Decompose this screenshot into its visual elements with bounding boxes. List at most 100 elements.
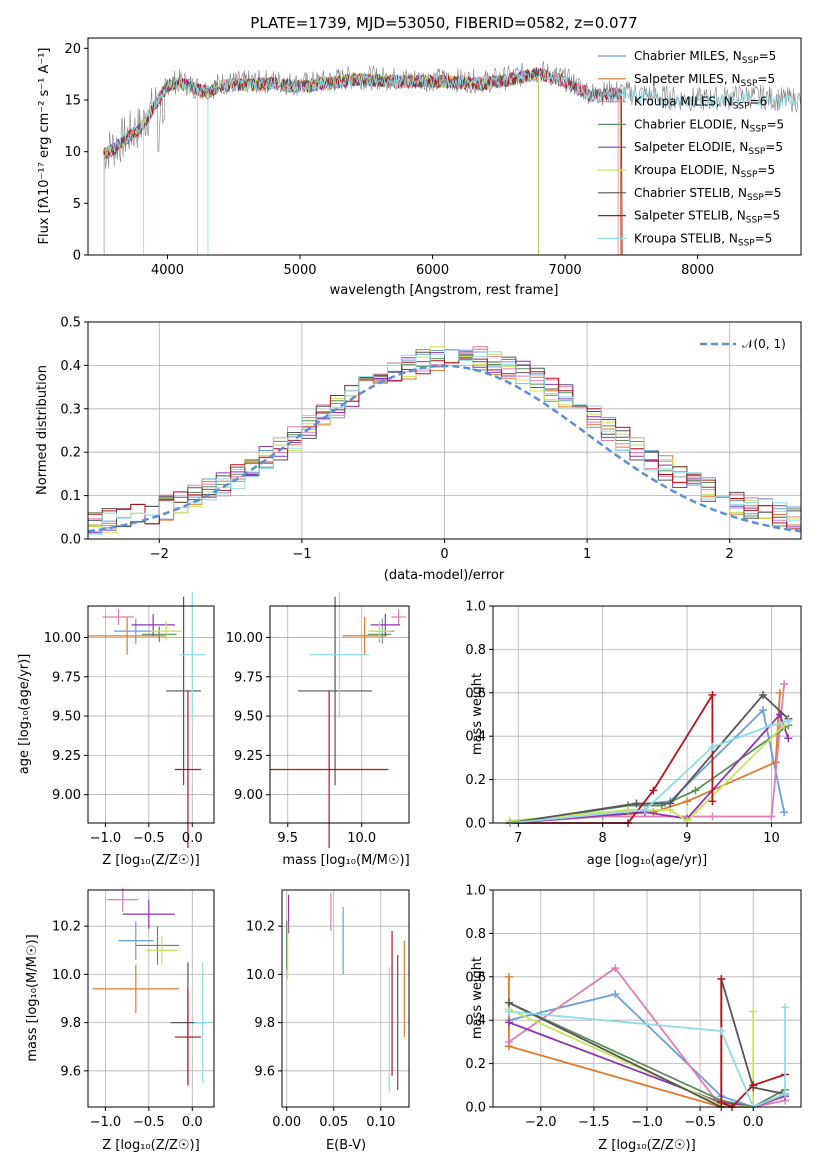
weight-marker (708, 812, 717, 821)
y-tick-label: 9.25 (52, 749, 81, 764)
legend-label: Salpeter STELIB, NSSP=5 (634, 209, 780, 226)
age-vs-z-axes-frame (87, 605, 215, 824)
age-vs-mass-x-label: mass [log₁₀(M/M☉)] (282, 853, 409, 868)
y-tick-label: 0.3 (60, 402, 81, 417)
y-tick-label: 0.4 (465, 1014, 486, 1029)
errorbar-point-chabrier-miles (114, 618, 158, 644)
age-vs-z-x-label: Z [log₁₀(Z/Z☉)] (102, 853, 199, 868)
mass-vs-ebv-x-label: E(B-V) (326, 1138, 366, 1153)
weight-vs-z-panel: −2.0 −1.5 −1.0 −0.5 0.0 0.0 0.2 0.4 0.6 0.8 1.0 Z … (465, 884, 802, 1153)
weight-line-kroupa-elodie (508, 1008, 755, 1108)
errorbar-point-chabrier-miles (118, 921, 154, 960)
weight-marker (624, 805, 633, 814)
legend-label: Salpeter MILES, NSSP=5 (634, 72, 775, 89)
weight-marker (780, 680, 789, 689)
weight-marker (504, 1007, 513, 1016)
y-tick-label: 9.50 (52, 710, 81, 725)
errorbar-point-salpeter-elodie (370, 613, 401, 636)
weight-vs-age-panel: 7 8 9 10 0.0 0.2 0.4 0.6 0.8 1.0 age [log₁₀(age/y… (465, 600, 802, 868)
legend-label: Chabrier ELODIE, NSSP=5 (634, 117, 784, 134)
mass-vs-z-axes-frame (87, 889, 215, 1108)
weight-marker (708, 797, 717, 806)
errorbar-point-kroupa-stelib (309, 591, 370, 718)
model-spectrum-kroupa-stelib (103, 69, 801, 255)
x-tick-label: −1.0 (90, 831, 122, 846)
x-tick-label: 5000 (283, 263, 316, 278)
spectrum-x-ticks: 4000 5000 6000 7000 8000 (151, 255, 714, 278)
y-tick-label: 0.4 (60, 359, 81, 374)
errorbar-point-chabrier-elodie (135, 926, 180, 965)
weight-marker (767, 721, 776, 730)
weight-marker (708, 743, 717, 752)
weight-marker (780, 808, 789, 817)
mass-vs-z-panel: −1.0 −0.5 0.0 9.6 9.8 10.0 10.2 Z [log₁₀(Z/Z☉)… (25, 887, 215, 1153)
x-tick-label: 2 (726, 547, 734, 562)
y-tick-label: 0.6 (465, 686, 486, 701)
y-tick-label: 1.0 (465, 600, 486, 615)
errorbar-point-kroupa-elodie (150, 621, 182, 641)
weight-marker (640, 805, 649, 814)
age-vs-mass-panel: 9.5 10.0 9.00 9.25 9.50 9.75 10.00 mass [log₁₀… (226, 591, 410, 868)
mass-vs-ebv-panel: 0.00 0.05 0.10 9.6 9.8 10.0 10.2 E(B-V) (246, 889, 410, 1153)
y-tick-label: 9.25 (234, 749, 263, 764)
y-tick-label: 0.8 (465, 643, 486, 658)
x-tick-label: −0.5 (684, 1115, 716, 1130)
y-tick-label: 0.2 (465, 1057, 486, 1072)
weight-marker (717, 1098, 726, 1107)
weight-vs-age-x-label: age [log₁₀(age/yr)] (587, 853, 708, 868)
y-tick-label: 0.2 (60, 446, 81, 461)
y-tick-label: 9.00 (52, 788, 81, 803)
x-tick-label: 10 (763, 831, 780, 846)
x-tick-label: 0.0 (743, 1115, 764, 1130)
errorbar-point-salpeter-elodie (122, 899, 175, 929)
residual-x-label: (data-model)/error (384, 568, 505, 583)
y-tick-label: 20 (64, 42, 81, 57)
y-tick-label: 1.0 (465, 884, 486, 899)
y-tick-label: 0.4 (465, 730, 486, 745)
y-tick-label: 9.6 (254, 1064, 275, 1079)
weight-marker (759, 690, 768, 699)
x-tick-label: 0 (440, 547, 448, 562)
x-tick-label: −2.0 (525, 1115, 557, 1130)
x-tick-label: −0.5 (133, 1115, 165, 1130)
x-tick-label: 10.0 (347, 831, 376, 846)
weight-marker (759, 706, 768, 715)
weight-marker (717, 1027, 726, 1036)
age-vs-mass-axes-frame (269, 605, 410, 824)
spectrum-legend: Chabrier MILES, NSSP=5 Salpeter MILES, NS… (598, 49, 784, 248)
x-tick-label: 4000 (151, 263, 184, 278)
errorbar-point-salpeter-miles (92, 964, 180, 1013)
weight-line-salpeter-elodie (508, 1021, 786, 1108)
errorbar-point-kroupa-miles (102, 609, 135, 625)
normal-curve (87, 364, 802, 533)
x-tick-label: 0.10 (366, 1115, 395, 1130)
x-tick-label: −1.5 (578, 1115, 610, 1130)
x-tick-label: 1 (583, 547, 591, 562)
y-tick-label: 10.00 (44, 631, 81, 646)
errorbar-point-kroupa-stelib (179, 591, 206, 718)
errorbar-point-kroupa-elodie (146, 935, 178, 965)
weight-marker (683, 797, 692, 806)
weight-marker (504, 998, 513, 1007)
x-tick-label: −1.0 (631, 1115, 663, 1130)
residual-legend: 𝒩(0, 1) (700, 337, 786, 351)
weight-marker (504, 1037, 513, 1046)
residual-y-ticks: 0.0 0.1 0.2 0.3 0.4 0.5 (60, 316, 88, 548)
y-tick-label: 10.0 (52, 968, 81, 983)
weight-marker (611, 990, 620, 999)
y-tick-label: 0.1 (60, 489, 81, 504)
y-tick-label: 9.8 (254, 1016, 275, 1031)
spectrum-x-label: wavelength [Angstrom, rest frame] (330, 283, 559, 298)
errorbar-point-salpeter-stelib (174, 690, 201, 849)
x-tick-label: 9 (683, 831, 691, 846)
weight-marker (504, 972, 513, 981)
residual-x-ticks: −2 −1 0 1 2 (150, 539, 734, 562)
weight-marker (749, 1081, 758, 1090)
weight-marker (666, 799, 675, 808)
weight-marker (781, 1003, 790, 1012)
errorbar-point-salpeter-stelib (174, 988, 201, 1086)
y-tick-label: 9.00 (234, 788, 263, 803)
x-tick-label: −0.5 (133, 831, 165, 846)
weight-vs-z-y-label: mass weight (470, 957, 485, 1039)
